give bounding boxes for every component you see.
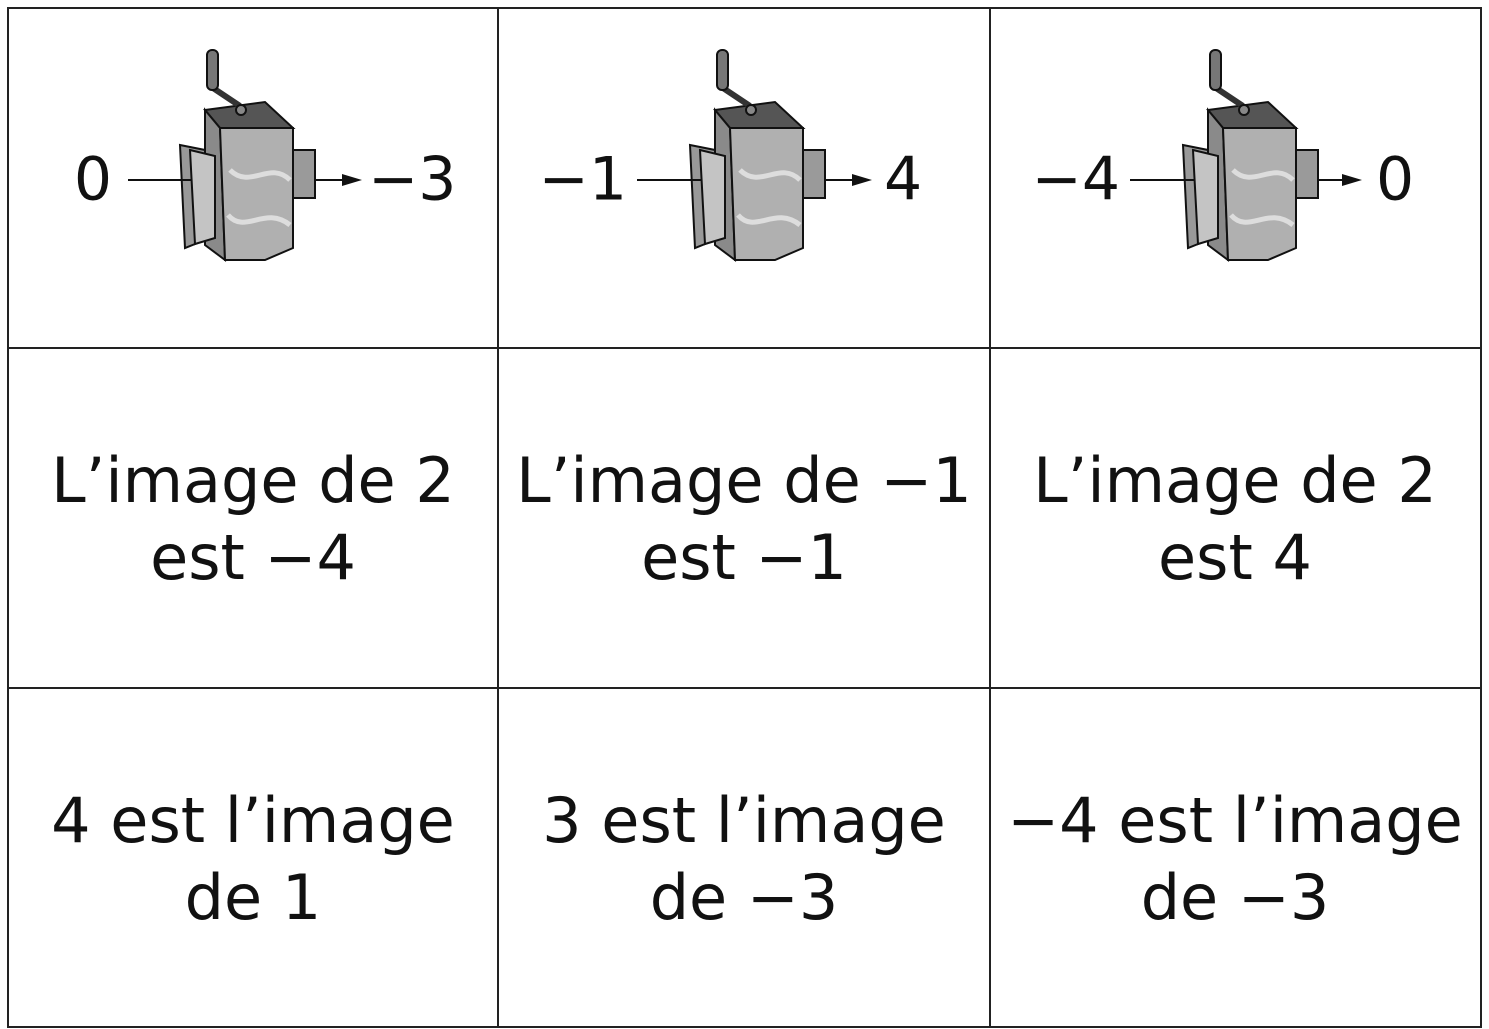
statement-line: 4 est l’image xyxy=(51,784,455,857)
machine-output: 4 xyxy=(884,145,922,215)
machine-input: −4 xyxy=(1032,145,1120,215)
statement-line: est −4 xyxy=(150,521,356,594)
statement-line: de −3 xyxy=(650,861,839,934)
statement-line: 3 est l’image xyxy=(542,784,946,857)
machine-output: 0 xyxy=(1376,145,1414,215)
grid-border xyxy=(7,7,1482,1028)
machine-input: −1 xyxy=(539,145,627,215)
machine-card: 0 −3 xyxy=(74,50,456,260)
machine-card: −4 0 xyxy=(1032,50,1414,260)
statement-line: est 4 xyxy=(1158,521,1312,594)
statement-line: de 1 xyxy=(185,861,322,934)
statement-line: L’image de 2 xyxy=(1033,444,1437,517)
statement-line: L’image de 2 xyxy=(51,444,455,517)
statement-line: −4 est l’image xyxy=(1007,784,1463,857)
machine-input: 0 xyxy=(74,145,112,215)
statement-line: L’image de −1 xyxy=(516,444,972,517)
statement-line: de −3 xyxy=(1141,861,1330,934)
machine-card: −1 4 xyxy=(539,50,922,260)
statement-line: est −1 xyxy=(641,521,847,594)
machine-output: −3 xyxy=(368,145,456,215)
